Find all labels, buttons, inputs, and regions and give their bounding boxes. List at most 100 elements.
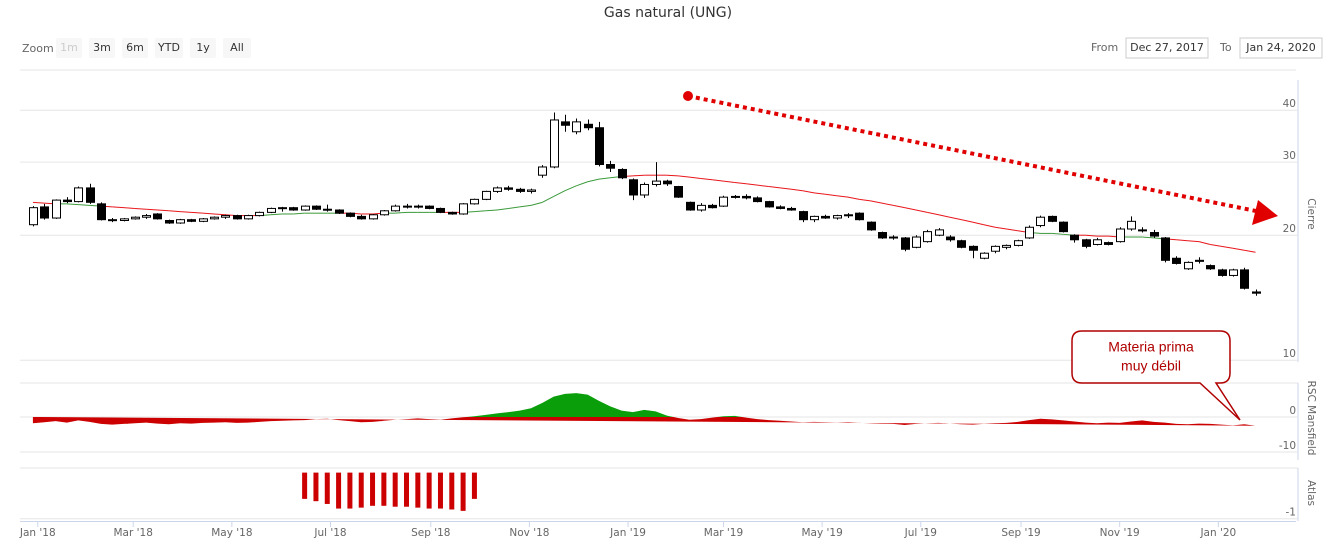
moving-average [134,207,147,210]
candle-body [97,203,106,221]
moving-average [1244,249,1256,253]
candle-body [176,219,185,224]
candle-body [810,215,819,221]
zoom-button[interactable] [122,38,148,58]
candle-body [323,208,332,211]
candle-body [674,186,683,198]
candle-body [991,245,1000,252]
candle-body [946,236,955,241]
to-date[interactable]: Jan 24, 2020 [1245,41,1315,54]
callout-text: Materia prima [1108,339,1194,355]
y-axis-label: Cierre [1305,198,1317,229]
zoom-button[interactable] [155,38,183,58]
moving-average [961,219,973,223]
moving-average [270,213,283,216]
moving-average [587,178,600,183]
candle-body [923,231,932,243]
zoom-button[interactable] [223,38,251,58]
moving-average [1006,228,1018,232]
candle-body [1161,237,1170,261]
bar [437,472,443,509]
candle-body [289,207,298,211]
zoom-button [56,38,82,58]
candle-body [267,207,276,213]
candle-body [572,121,581,133]
candle-body [686,201,695,211]
zoom-button-label[interactable]: YTD [157,41,180,54]
moving-average [1051,232,1064,235]
candle-body [595,127,604,166]
trend-head [1252,200,1278,225]
chart-title: Gas natural (UNG) [604,5,732,21]
from-date[interactable]: Dec 27, 2017 [1130,41,1204,54]
candle-body [63,199,72,203]
moving-average [927,211,939,216]
moving-average [825,193,837,197]
moving-average [700,177,713,181]
moving-average [112,206,124,209]
candle-body [957,240,966,248]
bar [324,472,330,504]
trend-start [683,91,693,101]
candle-body [1093,239,1102,245]
moving-average [870,200,883,204]
candle-body [969,245,978,251]
zoom-button-label[interactable]: All [230,41,244,54]
bar [336,472,342,509]
candle-body [1184,261,1193,270]
zoom-button-label[interactable]: 1y [196,41,210,54]
moving-average [780,187,792,190]
zoom-button[interactable] [89,38,115,58]
bar [426,472,432,509]
candle-body [618,168,627,179]
candle-body [799,211,808,221]
moving-average [881,202,894,206]
moving-average [180,211,192,213]
candle-body [821,215,830,219]
to-input[interactable] [1239,37,1323,59]
candle-body [131,216,140,220]
candle-body [912,236,921,248]
moving-average [32,201,45,204]
candle-body [108,219,117,222]
candle-body [210,216,219,220]
candle-body [1252,291,1261,294]
zoom-label: Zoom [22,42,54,55]
candle-body [86,187,95,203]
candle-body [787,207,796,211]
moving-average [632,174,645,177]
zoom-button[interactable] [190,38,216,58]
y-tick-label: 0 [1289,405,1296,417]
candle-body [753,197,762,203]
x-tick-label: Sep '18 [411,527,450,539]
moving-average [519,204,532,208]
zoom-button-label[interactable]: 6m [126,41,144,54]
y-tick-label: -10 [1279,440,1296,452]
bar [313,472,319,502]
candle-body [719,196,728,207]
moving-average [66,203,79,206]
moving-average [1142,236,1154,239]
x-tick-label: Jul '18 [313,527,346,539]
x-tick-label: May '18 [211,527,252,539]
moving-average [1232,247,1245,251]
candle-body [1104,242,1113,245]
candle-body [606,164,615,169]
moving-average [768,186,781,189]
bar [471,472,477,499]
candle-body [369,214,378,220]
bar [381,472,387,506]
candle-body [233,215,242,220]
moving-average [293,212,305,215]
candle-body [901,237,910,250]
moving-average [542,195,554,203]
candle-body [1002,244,1011,248]
from-input[interactable] [1125,37,1209,59]
y-tick-label: -1 [1286,507,1296,519]
moving-average [757,184,769,188]
y-tick-label: 10 [1283,348,1296,360]
moving-average [395,211,407,214]
candle-body [244,215,253,220]
zoom-button-label[interactable]: 3m [93,41,111,54]
candle-body [855,212,864,221]
